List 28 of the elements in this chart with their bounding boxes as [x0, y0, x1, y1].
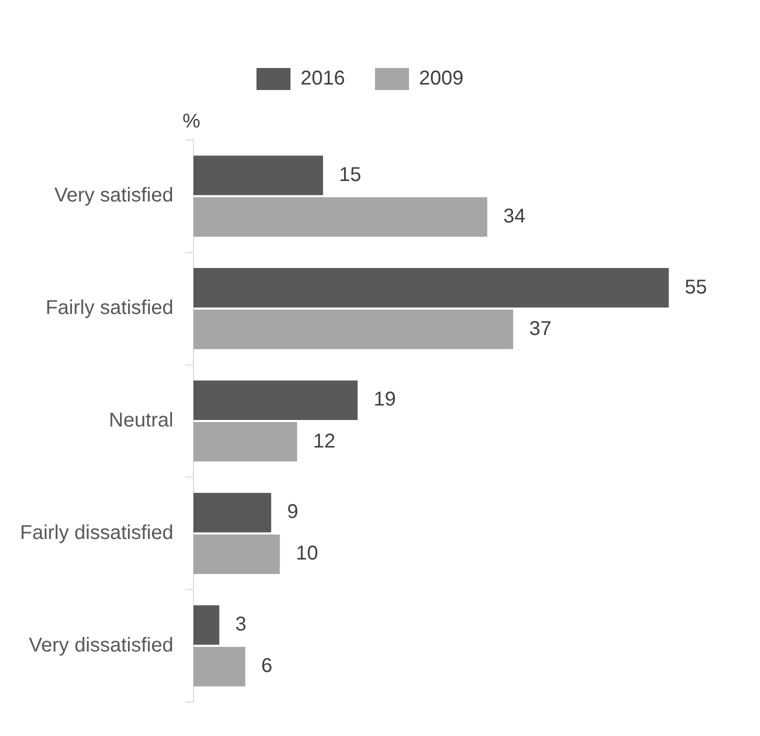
data-label: 6 — [261, 655, 272, 678]
y-tick-label: Fairly satisfied — [46, 297, 174, 320]
legend-label: 2016 — [300, 68, 346, 90]
data-label: 19 — [374, 388, 396, 411]
text: % — [182, 110, 200, 133]
bar — [193, 422, 298, 462]
bar — [193, 380, 358, 420]
y-tick-label: Very dissatisfied — [28, 634, 174, 656]
bar — [193, 156, 324, 196]
y-tick-label: Neutral — [108, 410, 174, 432]
data-label: 37 — [529, 318, 552, 340]
data-label: 10 — [296, 542, 318, 565]
bar — [193, 310, 514, 350]
y-tick-label: Fairly dissatisfied — [20, 522, 174, 544]
bar — [193, 605, 220, 645]
bar — [193, 646, 246, 686]
y-tick-label: Very satisfied — [54, 184, 174, 207]
bar — [193, 534, 280, 574]
legend-label: 2009 — [419, 68, 464, 90]
bar — [193, 268, 669, 308]
bar — [193, 492, 272, 532]
data-label: 3 — [235, 614, 246, 636]
data-label: 55 — [684, 276, 708, 298]
data-label: 34 — [503, 206, 526, 228]
data-label: 9 — [287, 501, 298, 524]
data-label: 15 — [339, 164, 362, 186]
data-label: 12 — [313, 430, 336, 452]
bar — [193, 197, 488, 237]
